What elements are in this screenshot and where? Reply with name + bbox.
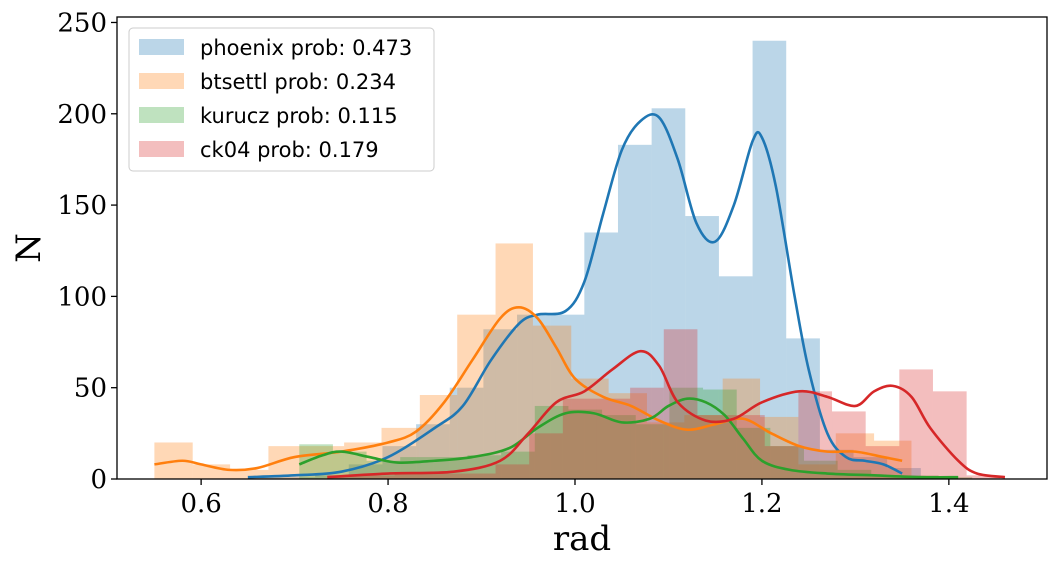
legend: phoenix prob: 0.473 btsettl prob: 0.234 ku… [128, 27, 435, 172]
y-axis: 0 50 100 150 200 250 [57, 8, 117, 495]
series-2-kde-line [298, 397, 959, 479]
legend-swatch [139, 141, 184, 157]
hist-bar [835, 433, 875, 479]
hist-bar [786, 338, 820, 479]
legend-swatch [139, 73, 184, 89]
series-0-kde-line [247, 113, 903, 479]
x-tick-label: 1.0 [554, 489, 595, 519]
hist-bar [966, 475, 1001, 479]
hist-bar [584, 232, 618, 479]
hist-bar [764, 446, 799, 479]
legend-item: phoenix prob: 0.473 [139, 36, 412, 60]
hist-bar [630, 387, 664, 479]
x-tick-label: 0.6 [180, 489, 221, 519]
hist-bar [832, 411, 866, 479]
legend-label: kurucz prob: 0.115 [200, 104, 398, 128]
hist-bar [722, 378, 761, 479]
hist-bar [230, 469, 269, 479]
hist-bar [517, 314, 551, 479]
series-1-histogram [154, 243, 912, 479]
y-tick-label: 250 [57, 8, 107, 38]
y-tick-label: 0 [90, 465, 107, 495]
x-tick-label: 0.8 [367, 489, 408, 519]
y-tick-label: 150 [57, 191, 107, 221]
hist-bar [602, 415, 636, 479]
plot-area [154, 40, 1006, 480]
legend-swatch [139, 107, 184, 123]
hist-bar [568, 409, 603, 479]
hist-bar [608, 393, 647, 479]
x-tick-label: 1.2 [741, 489, 782, 519]
x-tick-label: 1.4 [928, 489, 969, 519]
hist-bar [247, 477, 282, 479]
hist-bar [416, 424, 450, 479]
hist-bar [596, 398, 631, 479]
hist-bar [461, 473, 496, 479]
hist-bar [529, 433, 563, 479]
hist-bar [457, 314, 496, 479]
legend-swatch [139, 39, 184, 55]
series-1-kde-line [154, 306, 903, 472]
legend-label: phoenix prob: 0.473 [200, 36, 412, 60]
hist-bar [360, 475, 395, 479]
legend-label: ck04 prob: 0.179 [200, 138, 379, 162]
hist-bar [495, 243, 533, 479]
hist-bar [685, 216, 719, 480]
legend-box [128, 27, 435, 172]
hist-bar [495, 464, 530, 479]
hist-bar [798, 391, 833, 479]
hist-bar [684, 415, 723, 479]
legend-item: kurucz prob: 0.115 [139, 104, 398, 128]
y-tick-label: 200 [57, 100, 107, 130]
y-tick-label: 50 [74, 374, 107, 404]
hist-bar [646, 422, 685, 479]
hist-bar [770, 446, 804, 479]
x-axis: 0.6 0.8 1.0 1.2 1.4 [180, 479, 970, 519]
hist-bar [635, 424, 670, 479]
hist-bar [651, 108, 686, 479]
legend-item: btsettl prob: 0.234 [139, 70, 396, 94]
hist-bar [887, 468, 921, 479]
series-3-kde-line [327, 349, 1006, 479]
legend-label: btsettl prob: 0.234 [200, 70, 396, 94]
hist-bar [281, 477, 316, 479]
y-tick-label: 100 [57, 282, 107, 312]
x-axis-label: rad [553, 519, 611, 559]
hist-bar [752, 40, 787, 479]
hist-bar [532, 325, 572, 479]
hist-bar [381, 427, 420, 479]
hist-bar [394, 473, 429, 479]
legend-item: ck04 prob: 0.179 [139, 138, 379, 162]
plot-frame [116, 16, 1048, 480]
hist-bar [428, 473, 462, 479]
y-axis-label: N [9, 233, 49, 263]
hist-bar [932, 391, 967, 479]
